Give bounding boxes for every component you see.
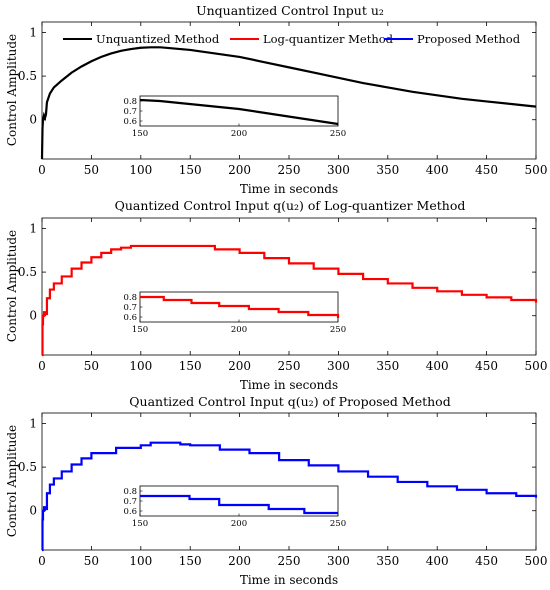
- y-tick-label: 0: [29, 309, 37, 323]
- inset-x-tick-label: 150: [132, 129, 148, 139]
- panel-proposed: Quantized Control Input q(u₂) of Propose…: [5, 394, 547, 587]
- x-tick-label: 100: [129, 359, 152, 373]
- inset-y-tick-label: 0.6: [123, 117, 137, 127]
- x-tick-label: 300: [327, 163, 350, 177]
- inset-x-tick-label: 250: [330, 519, 346, 529]
- x-tick-label: 200: [228, 359, 251, 373]
- plot-area: [41, 217, 537, 356]
- panel-log-quantizer: Quantized Control Input q(u₂) of Log-qua…: [5, 198, 547, 392]
- inset-tick-group: 150 200 250 0.60.70.8: [123, 487, 346, 529]
- y-tick-label: 0.5: [18, 460, 37, 474]
- legend: Unquantized Method Log-quantizer Method …: [63, 32, 521, 46]
- panel-title: Quantized Control Input q(u₂) of Log-qua…: [115, 198, 466, 213]
- panel-title: Quantized Control Input q(u₂) of Propose…: [129, 394, 450, 409]
- x-tick-label: 150: [179, 163, 202, 177]
- y-axis-label: Control Amplitude: [5, 34, 19, 146]
- tick-group: 0 50 100 150 200 250 300 350 400 450 500 0 0.5 1: [18, 22, 548, 177]
- inset-x-tick-label: 250: [330, 129, 346, 139]
- inset-tick-group: 150 200 250 0.60.70.8: [123, 97, 346, 139]
- legend-label-proposed: Proposed Method: [417, 32, 521, 46]
- legend-label-unquantized: Unquantized Method: [96, 32, 220, 46]
- inset-x-tick-label: 150: [132, 325, 148, 335]
- y-tick-label: 0: [29, 113, 37, 127]
- inset-x-tick-label: 200: [231, 325, 247, 335]
- inset-series-line: [140, 295, 340, 318]
- x-tick-label: 0: [38, 554, 46, 568]
- x-tick-label: 250: [278, 554, 301, 568]
- x-tick-label: 500: [525, 359, 548, 373]
- inset-series-line: [139, 98, 339, 126]
- y-axis-label: Control Amplitude: [5, 425, 19, 537]
- x-tick-label: 500: [525, 554, 548, 568]
- y-axis-label: Control Amplitude: [5, 230, 19, 342]
- series-line: [40, 46, 537, 160]
- x-tick-label: 50: [84, 554, 99, 568]
- inset-y-tick-label: 0.6: [123, 313, 137, 323]
- inset-series-line: [140, 494, 338, 515]
- inset-area: [139, 95, 339, 127]
- inset-y-tick-label: 0.7: [123, 497, 137, 507]
- x-tick-label: 400: [426, 163, 449, 177]
- x-axis-label: Time in seconds: [240, 573, 338, 587]
- x-tick-label: 450: [475, 163, 498, 177]
- inset-y-tick-label: 0.8: [123, 293, 137, 303]
- x-tick-label: 250: [278, 359, 301, 373]
- panel-title: Unquantized Control Input u₂: [196, 3, 384, 18]
- inset: 150 200 250 0.60.70.8: [123, 485, 346, 529]
- y-tick-label: 0.5: [18, 69, 37, 83]
- y-tick-label: 1: [29, 25, 37, 39]
- x-tick-label: 0: [38, 359, 46, 373]
- x-tick-label: 50: [84, 359, 99, 373]
- plot-area: [41, 21, 537, 160]
- x-tick-label: 0: [38, 163, 46, 177]
- panel-unquantized: Unquantized Control Input u₂ 0 50 100 150 20…: [5, 3, 547, 196]
- x-axis-label: Time in seconds: [240, 378, 338, 392]
- x-tick-label: 50: [84, 163, 99, 177]
- x-tick-label: 450: [475, 359, 498, 373]
- y-tick-label: 0.5: [18, 265, 37, 279]
- y-tick-label: 1: [29, 221, 37, 235]
- x-tick-label: 400: [426, 359, 449, 373]
- x-tick-label: 200: [228, 554, 251, 568]
- inset: 150 200 250 0.60.70.8: [123, 291, 346, 335]
- inset-y-tick-label: 0.7: [123, 107, 137, 117]
- x-tick-label: 150: [179, 359, 202, 373]
- tick-group: 0 50 100 150 200 250 300 350 400 450 500 0 0.5 1: [18, 218, 548, 373]
- x-axis-label: Time in seconds: [240, 182, 338, 196]
- inset: 150 200 250 0.60.70.8: [123, 95, 346, 139]
- x-tick-label: 350: [376, 359, 399, 373]
- x-tick-label: 350: [376, 554, 399, 568]
- inset-y-tick-label: 0.8: [123, 487, 137, 497]
- x-tick-label: 250: [278, 163, 301, 177]
- inset-area: [139, 485, 339, 517]
- y-tick-label: 1: [29, 416, 37, 430]
- x-tick-label: 400: [426, 554, 449, 568]
- x-tick-label: 300: [327, 359, 350, 373]
- inset-y-tick-label: 0.6: [123, 507, 137, 517]
- inset-x-tick-label: 150: [132, 519, 148, 529]
- x-tick-label: 500: [525, 163, 548, 177]
- inset-y-tick-label: 0.8: [123, 97, 137, 107]
- inset-x-tick-label: 200: [231, 519, 247, 529]
- x-tick-label: 450: [475, 554, 498, 568]
- x-tick-label: 300: [327, 554, 350, 568]
- inset-y-tick-label: 0.7: [123, 303, 137, 313]
- series-line: [41, 441, 538, 552]
- x-tick-label: 200: [228, 163, 251, 177]
- x-tick-label: 100: [129, 163, 152, 177]
- plot-area: [41, 412, 537, 551]
- x-tick-label: 350: [376, 163, 399, 177]
- y-tick-label: 0: [29, 504, 37, 518]
- series-line: [41, 244, 538, 357]
- inset-x-tick-label: 200: [231, 129, 247, 139]
- tick-group: 0 50 100 150 200 250 300 350 400 450 500 0 0.5 1: [18, 413, 548, 568]
- inset-x-tick-label: 250: [330, 325, 346, 335]
- x-tick-label: 100: [129, 554, 152, 568]
- legend-label-log: Log-quantizer Method: [263, 32, 394, 46]
- x-tick-label: 150: [179, 554, 202, 568]
